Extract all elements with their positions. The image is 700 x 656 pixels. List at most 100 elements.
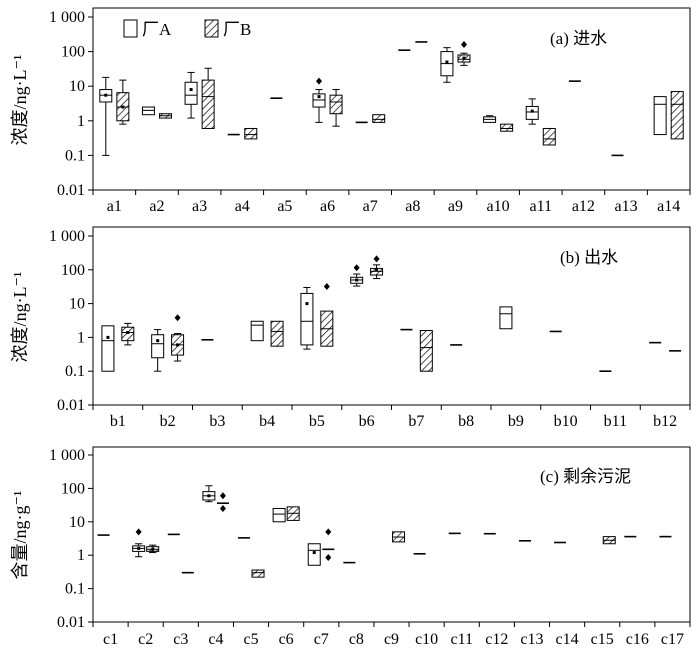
box-body — [542, 127, 556, 146]
panel-a-ytick-label: 100 — [61, 44, 85, 61]
box-body — [201, 79, 215, 129]
panel-a-ylabel: 浓度/ng·L⁻¹ — [10, 55, 30, 146]
panel-a-category-label: a4 — [235, 198, 250, 215]
panel-b-ytick-label: 1 — [77, 329, 85, 346]
panel-c-ytick-label: 100 — [61, 480, 85, 497]
panel-c-ytick-label: 1 000 — [49, 447, 85, 464]
panel-c-box-plant-a-c7 — [307, 543, 321, 566]
outlier-marker — [135, 528, 142, 536]
panel-c-category-label: c6 — [279, 631, 294, 648]
panel-b-title: (b) 出水 — [560, 248, 618, 267]
mean-marker — [176, 343, 180, 347]
panel-a-box-plant-a-a6 — [312, 77, 326, 123]
panel-b-box-plant-a-b6 — [350, 264, 364, 287]
panel-c-ytick-label: 0.01 — [57, 614, 85, 631]
panel-b-category-label: b8 — [458, 413, 474, 430]
panel-b-category-label: b6 — [359, 413, 375, 430]
panel-b-box-plant-a-b5 — [300, 286, 314, 350]
box-body — [499, 306, 513, 330]
panel-b-category-label: b12 — [653, 413, 677, 430]
panel-b-ylabel: 浓度/ng·L⁻¹ — [10, 272, 30, 363]
panel-a-box-plant-b-a6 — [329, 89, 343, 127]
panel-c-box-plant-a-c2 — [132, 528, 146, 558]
box-body — [329, 94, 343, 115]
panel-c-category-label: c10 — [415, 631, 438, 648]
panel-a-box-plant-a-a1 — [99, 76, 113, 156]
panel-a-ytick-label: 1 000 — [49, 9, 85, 26]
outlier-marker — [353, 264, 360, 272]
legend: 厂A 厂B — [123, 19, 251, 39]
panel-c-category-label: c9 — [384, 631, 399, 648]
panel-b-box-plant-a-b4 — [250, 320, 264, 342]
panel-a-box-plant-a-a10 — [483, 115, 497, 123]
panel-b-ytick-label: 0.1 — [65, 363, 85, 380]
panel-b-box-plant-a-b1 — [101, 325, 115, 372]
panel-a-box-plant-b-a1 — [116, 79, 130, 125]
panel-b-category-label: b10 — [554, 413, 578, 430]
mean-marker — [445, 60, 449, 64]
panel-a-category-label: a6 — [320, 198, 335, 215]
panel-b-category-label: b1 — [110, 413, 126, 430]
box-body — [670, 91, 684, 140]
panel-b-box-plant-a-b9 — [499, 306, 513, 330]
panel-b-ytick-label: 1 000 — [49, 228, 85, 245]
panel-a-box-plant-b-a10 — [500, 123, 514, 132]
panel-a-box-plant-b-a9 — [457, 41, 471, 66]
outlier-marker — [323, 283, 330, 291]
panel-a-box-plant-b-a3 — [201, 67, 215, 129]
mean-marker — [137, 546, 141, 550]
outlier-marker — [219, 492, 226, 500]
panel-c-category-label: c5 — [243, 631, 258, 648]
outlier-marker — [373, 255, 380, 263]
panel-c-box-plant-a-c6 — [272, 508, 286, 523]
panel-a-box-plant-a-a11 — [525, 98, 539, 125]
panel-c-category-label: c14 — [556, 631, 579, 648]
mean-marker — [462, 56, 466, 60]
panel-a-ytick-label: 0.01 — [57, 182, 85, 199]
mean-marker — [317, 95, 321, 99]
panel-c-box-plant-b-c5 — [251, 569, 265, 578]
panel-b-category-label: b2 — [160, 413, 176, 430]
panel-c-ytick-label: 1 — [77, 547, 85, 564]
panel-c-category-label: c16 — [626, 631, 649, 648]
box-body — [307, 543, 321, 566]
panel-c-category-label: c8 — [349, 631, 364, 648]
mean-marker — [305, 302, 309, 306]
panel-c-box-plant-b-c4 — [216, 492, 229, 513]
box-body — [500, 123, 514, 132]
outlier-marker — [219, 505, 226, 513]
box-body — [525, 105, 539, 120]
mean-marker — [189, 88, 193, 92]
panel-b-box-plant-b-b1 — [121, 322, 135, 346]
outlier-marker — [174, 314, 181, 322]
panel-b-category-label: b5 — [309, 413, 325, 430]
panel-c-box-plant-a-c4 — [202, 485, 216, 503]
panel-b-box-plant-b-b5 — [320, 283, 334, 347]
legend-label-plant-a: 厂A — [142, 20, 172, 39]
box-body — [272, 508, 286, 523]
outlier-marker — [325, 528, 332, 536]
legend-label-plant-b: 厂B — [223, 20, 251, 39]
panel-a-category-label: a9 — [448, 198, 463, 215]
outlier-marker — [460, 41, 467, 49]
panel-b-category-label: b9 — [508, 413, 524, 430]
panel-c-box-plant-b-c9 — [392, 531, 406, 543]
panel-a-box-plant-b-a7 — [372, 114, 386, 123]
box-body — [250, 320, 264, 342]
panel-c-category-label: c12 — [485, 631, 508, 648]
panel-a-category-label: a5 — [277, 198, 292, 215]
panel-a-category-label: a8 — [405, 198, 420, 215]
mean-marker — [151, 547, 155, 551]
panel-a-box-plant-b-a11 — [542, 127, 556, 146]
panel-a-ytick-label: 1 — [77, 113, 85, 130]
panel-a-category-label: a1 — [107, 198, 122, 215]
panel-a-category-label: a7 — [363, 198, 378, 215]
panel-c-category-label: c13 — [520, 631, 543, 648]
panel-c-category-label: c11 — [450, 631, 473, 648]
panel-c-frame — [92, 446, 691, 623]
panel-a-category-label: a12 — [572, 198, 595, 215]
panel-c-category-label: c17 — [661, 631, 684, 648]
outlier-marker — [325, 554, 332, 562]
panel-c-category-label: c1 — [103, 631, 118, 648]
